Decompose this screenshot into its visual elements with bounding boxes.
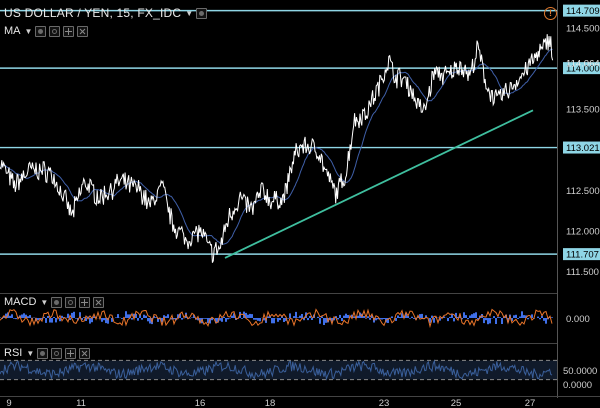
time-tick-label: 18 [265, 398, 276, 408]
ma-label: MA [4, 25, 21, 37]
time-tick-label: 23 [379, 398, 390, 408]
level-price-tag [563, 141, 600, 154]
chevron-down-icon[interactable]: ▼ [40, 297, 49, 307]
gear-icon[interactable] [65, 296, 77, 308]
add-icon[interactable] [79, 296, 91, 308]
add-icon[interactable] [63, 25, 75, 37]
time-tick-label: 25 [451, 398, 462, 408]
level-price-tag [563, 248, 600, 261]
level-price-label: 114.000 [566, 64, 600, 75]
last-price-label: 114.064 [566, 58, 600, 69]
close-icon[interactable] [77, 25, 89, 37]
trendline [224, 109, 534, 259]
chevron-down-icon[interactable]: ▼ [24, 26, 33, 36]
eye-icon[interactable] [37, 347, 49, 359]
rsi-band [0, 360, 557, 380]
rsi-tick-label: 50.0000 [563, 366, 597, 377]
price-pane[interactable] [0, 9, 557, 263]
level-price-label: 113.021 [566, 143, 600, 154]
eye-icon[interactable] [51, 296, 63, 308]
macd-pane[interactable] [0, 308, 553, 329]
time-tick-label: 11 [76, 398, 86, 408]
level-price-label: 111.707 [566, 250, 599, 261]
close-icon[interactable] [93, 296, 105, 308]
exclamation-circle-icon[interactable]: ! [544, 7, 557, 20]
rsi-label: RSI [4, 347, 23, 359]
rsi-legend[interactable]: RSI ▼ [4, 347, 91, 359]
rsi-pane[interactable] [0, 359, 557, 381]
macd-zero-label: 0.000 [566, 314, 590, 325]
symbol-legend[interactable]: US DOLLAR / YEN, 15, FX_IDC ▼ [4, 6, 208, 20]
macd-label: MACD [4, 296, 37, 308]
level-price-label: 114.709 [566, 6, 600, 17]
rsi-tick-label: 0.0000 [563, 380, 592, 391]
chevron-down-icon[interactable]: ▼ [26, 348, 35, 358]
gear-icon[interactable] [49, 25, 61, 37]
macd-line [0, 308, 553, 329]
time-tick-label: 27 [525, 398, 536, 408]
gear-icon[interactable] [51, 347, 63, 359]
level-price-tag [563, 62, 600, 75]
eye-icon[interactable] [196, 7, 208, 19]
add-icon[interactable] [65, 347, 77, 359]
ma-legend[interactable]: MA ▼ [4, 25, 89, 37]
price-tick-label: 111.500 [566, 267, 599, 278]
symbol-title[interactable]: US DOLLAR / YEN, 15, FX_IDC [4, 6, 182, 20]
eye-icon[interactable] [35, 25, 47, 37]
rsi-line [0, 359, 553, 381]
macd-legend[interactable]: MACD ▼ [4, 296, 105, 308]
price-tick-label: 114.500 [566, 24, 600, 35]
price-tick-label: 112.500 [566, 186, 600, 197]
price-tick-label: 113.500 [566, 105, 600, 116]
time-tick-label: 16 [195, 398, 206, 408]
time-tick-label: 9 [6, 398, 11, 408]
price-line [0, 34, 554, 263]
price-tick-label: 112.000 [566, 226, 600, 237]
level-price-tag [563, 4, 600, 17]
close-icon[interactable] [79, 347, 91, 359]
chevron-down-icon[interactable]: ▼ [185, 8, 194, 18]
